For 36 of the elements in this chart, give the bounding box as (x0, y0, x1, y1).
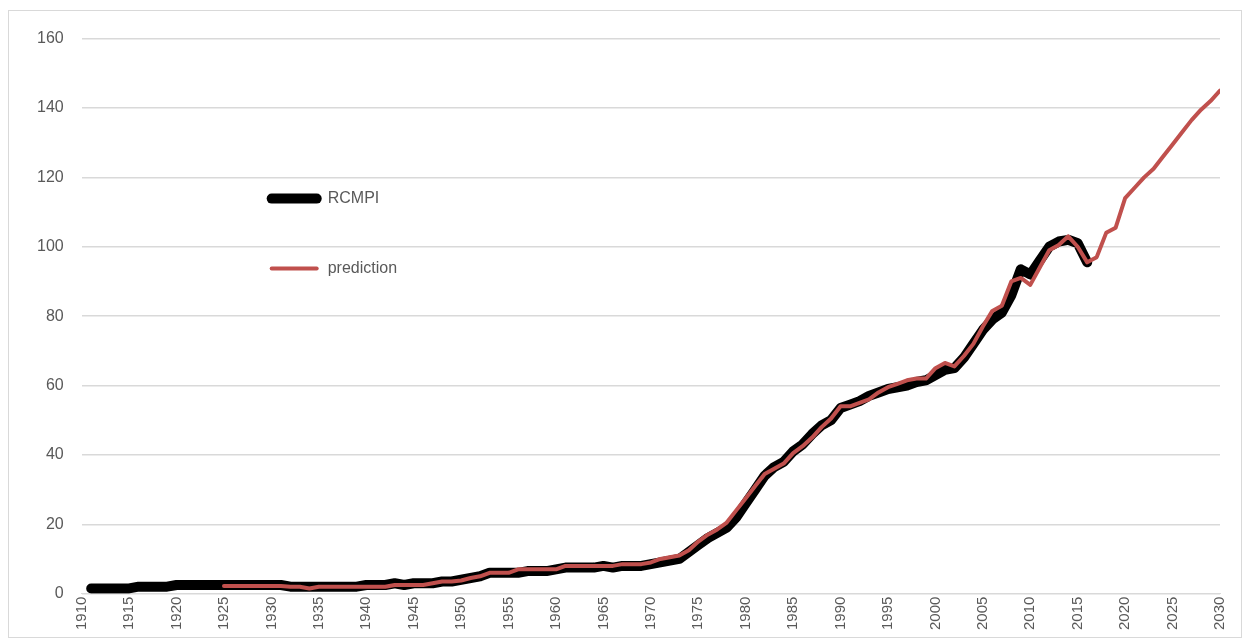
x-tick-label: 2000 (925, 596, 943, 631)
y-tick-label: 20 (45, 514, 64, 532)
x-tick-label: 2005 (972, 596, 990, 631)
x-tick-label: 1950 (451, 596, 469, 631)
x-tick-label: 1985 (783, 596, 801, 631)
y-tick-label: 40 (45, 445, 64, 463)
x-tick-label: 1995 (878, 596, 896, 631)
x-tick-label: 1975 (688, 596, 706, 631)
x-tick-label: 2020 (1115, 596, 1133, 631)
x-tick-label: 1925 (214, 596, 232, 631)
y-tick-label: 120 (36, 167, 64, 185)
x-tick-label: 1970 (640, 596, 658, 631)
y-tick-label: 80 (45, 306, 64, 324)
x-tick-label: 1940 (356, 596, 374, 631)
x-tick-label: 1960 (546, 596, 564, 631)
y-tick-label: 100 (36, 237, 64, 255)
x-tick-label: 1980 (735, 596, 753, 631)
x-tick-label: 2030 (1210, 596, 1228, 631)
y-tick-label: 140 (36, 98, 64, 116)
x-tick-label: 2015 (1067, 596, 1085, 631)
x-tick-label: 1920 (166, 596, 184, 631)
x-tick-label: 1915 (119, 596, 137, 631)
legend-label: prediction (327, 259, 398, 277)
x-tick-label: 1955 (498, 596, 516, 631)
x-tick-label: 2010 (1020, 596, 1038, 631)
x-tick-label: 1935 (308, 596, 326, 631)
x-tick-label: 1910 (71, 596, 89, 631)
y-tick-label: 0 (54, 584, 64, 602)
legend-label: RCMPI (327, 189, 380, 207)
x-tick-label: 2025 (1162, 596, 1180, 631)
y-tick-label: 160 (36, 29, 64, 47)
x-tick-label: 1965 (593, 596, 611, 631)
x-tick-label: 1930 (261, 596, 279, 631)
y-tick-label: 60 (45, 375, 64, 393)
x-tick-label: 1990 (830, 596, 848, 631)
x-tick-label: 1945 (403, 596, 421, 631)
